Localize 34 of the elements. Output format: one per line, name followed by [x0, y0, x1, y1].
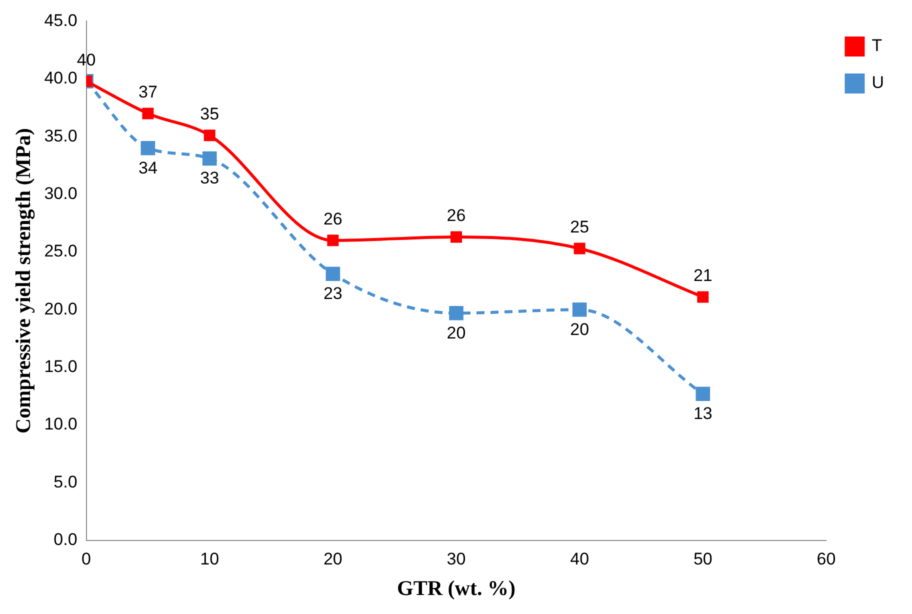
x-tick-label: 0 — [82, 549, 92, 568]
data-label: 34 — [138, 158, 158, 178]
y-tick-label: 15.0 — [44, 357, 78, 376]
data-label: 13 — [693, 404, 712, 424]
data-label: 26 — [323, 210, 342, 229]
data-label: 20 — [570, 320, 590, 339]
data-label: 35 — [200, 104, 220, 124]
data-label: 25 — [570, 218, 590, 237]
y-tick-label: 20.0 — [44, 299, 78, 318]
data-label: 40 — [76, 50, 96, 70]
y-tick-label: 5.0 — [54, 472, 78, 492]
y-tick-label: 35.0 — [44, 126, 78, 146]
y-axis-title: Compressive yield strength (MPa) — [11, 128, 36, 434]
y-tick-label: 10.0 — [44, 414, 78, 434]
x-tick-label: 10 — [200, 549, 220, 568]
data-label: 33 — [200, 168, 220, 188]
data-label: 23 — [323, 284, 342, 304]
data-label: 21 — [693, 266, 712, 286]
y-tick-label: 0.0 — [54, 530, 78, 550]
x-tick-label: 20 — [323, 549, 342, 568]
data-label: 37 — [138, 82, 158, 102]
y-tick-label: 45.0 — [44, 10, 78, 30]
x-axis-title: GTR (wt. %) — [397, 576, 516, 600]
y-tick-label: 25.0 — [44, 242, 78, 261]
x-tick-label: 60 — [816, 549, 836, 568]
x-tick-label: 50 — [693, 549, 712, 568]
x-tick-label: 40 — [570, 549, 590, 568]
x-tick-label: 30 — [446, 549, 466, 568]
data-label: 26 — [446, 206, 466, 226]
legend-label: U — [872, 73, 884, 92]
y-tick-label: 30.0 — [44, 184, 78, 203]
legend-label: T — [872, 36, 882, 56]
y-tick-label: 40.0 — [44, 68, 78, 88]
data-label: 20 — [446, 323, 466, 342]
